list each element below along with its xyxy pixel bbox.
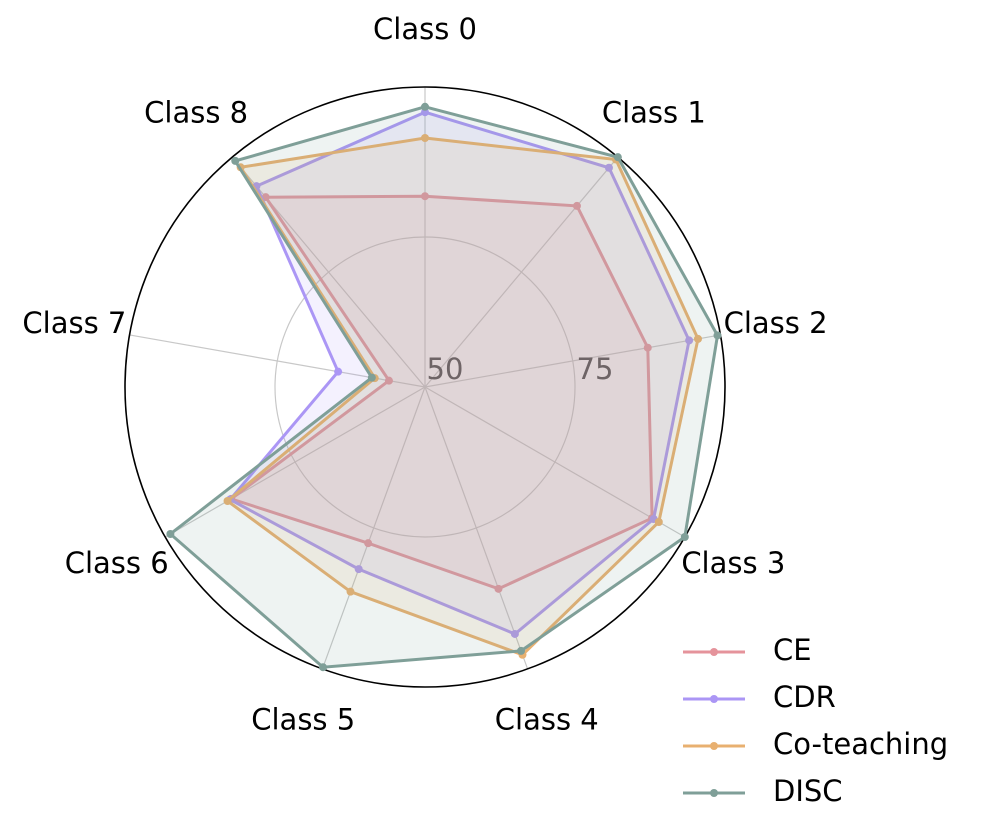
- series-point: [680, 533, 689, 541]
- category-label: Class 7: [22, 306, 126, 340]
- series-point: [643, 343, 652, 352]
- spoke: [424, 334, 721, 388]
- series-area: [230, 112, 690, 634]
- series-point: [319, 663, 328, 672]
- radial-tick-label: 75: [577, 352, 614, 386]
- series-point: [604, 163, 613, 172]
- series-point: [510, 629, 519, 638]
- category-label: Class 6: [65, 546, 169, 580]
- category-label: Class 3: [681, 546, 785, 580]
- legend-label: CDR: [773, 680, 836, 714]
- series-point: [421, 134, 429, 142]
- legend-marker: [710, 695, 718, 703]
- series-point: [364, 539, 373, 548]
- series-point: [421, 192, 429, 201]
- series-point: [517, 646, 526, 655]
- legend-marker: [710, 648, 718, 656]
- series-point: [494, 584, 503, 593]
- series-line: [225, 136, 700, 657]
- series-point: [346, 587, 355, 596]
- series-point: [334, 367, 343, 376]
- series-area: [170, 106, 718, 668]
- series-point: [384, 376, 393, 385]
- series-point: [223, 497, 232, 505]
- series-point: [685, 336, 694, 345]
- legend-marker: [710, 789, 718, 797]
- category-label: Class 2: [724, 306, 828, 340]
- series-line: [227, 110, 691, 636]
- series-point: [231, 156, 240, 165]
- category-label: Class 0: [373, 12, 477, 46]
- series-point: [367, 373, 376, 382]
- series-line: [227, 194, 654, 591]
- legend-marker: [710, 742, 718, 750]
- series-line: [168, 105, 720, 669]
- series-point: [613, 153, 622, 162]
- series-area: [231, 196, 653, 589]
- category-label: Class 8: [144, 95, 248, 129]
- series-point: [654, 518, 663, 526]
- category-label: Class 4: [495, 703, 599, 737]
- radial-tick-label: 50: [427, 352, 464, 386]
- series-point: [166, 530, 175, 538]
- spoke: [321, 386, 426, 670]
- series-point: [354, 565, 363, 574]
- spoke: [424, 386, 686, 538]
- category-label: Class 5: [251, 703, 355, 737]
- series-point: [693, 334, 702, 343]
- legend-label: DISC: [773, 774, 843, 808]
- series-point: [572, 201, 581, 210]
- outer-frame: [124, 86, 726, 688]
- category-label: Class 1: [602, 95, 706, 129]
- spoke: [164, 386, 426, 538]
- spoke: [424, 386, 529, 670]
- legend-label: Co-teaching: [773, 727, 948, 761]
- legend-label: CE: [773, 633, 812, 667]
- spoke: [424, 156, 619, 388]
- series-point: [713, 331, 722, 340]
- series-area: [227, 138, 698, 655]
- series-point: [421, 102, 429, 111]
